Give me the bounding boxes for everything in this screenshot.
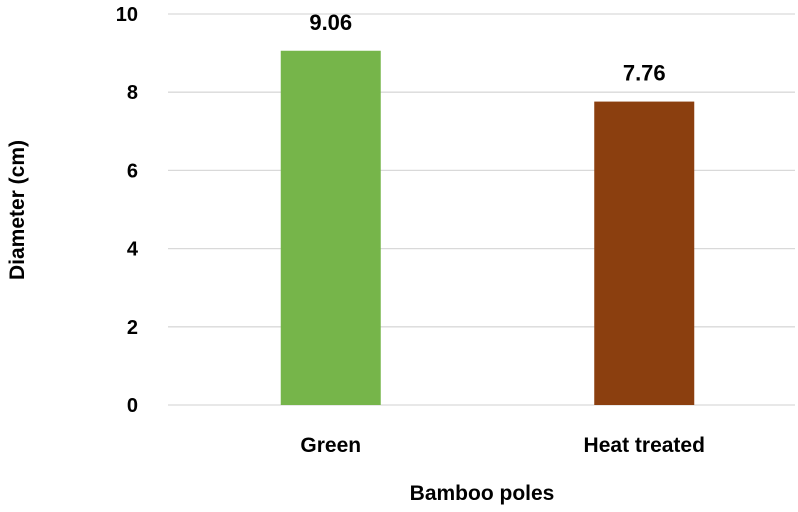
y-tick-label: 10	[116, 4, 138, 26]
data-labels: 9.06 7.76	[309, 10, 665, 86]
y-axis-title: Diameter (cm)	[6, 140, 29, 280]
category-label: Green	[300, 434, 361, 457]
y-tick-label: 2	[127, 317, 138, 339]
bar	[594, 101, 695, 406]
y-tick-label: 6	[127, 160, 138, 182]
category-label: Heat treated	[584, 434, 705, 457]
y-tick-label: 0	[127, 395, 138, 417]
x-axis-categories: Green Heat treated	[300, 434, 705, 457]
data-label: 7.76	[623, 61, 666, 86]
bar	[280, 50, 381, 406]
bars	[280, 50, 695, 406]
x-axis-title: Bamboo poles	[410, 482, 555, 505]
gridlines	[168, 13, 795, 406]
y-tick-label: 4	[127, 239, 139, 261]
y-axis-ticks: 0 2 4 6 8 10	[116, 4, 139, 417]
data-label: 9.06	[309, 10, 352, 35]
y-tick-label: 8	[127, 82, 138, 104]
